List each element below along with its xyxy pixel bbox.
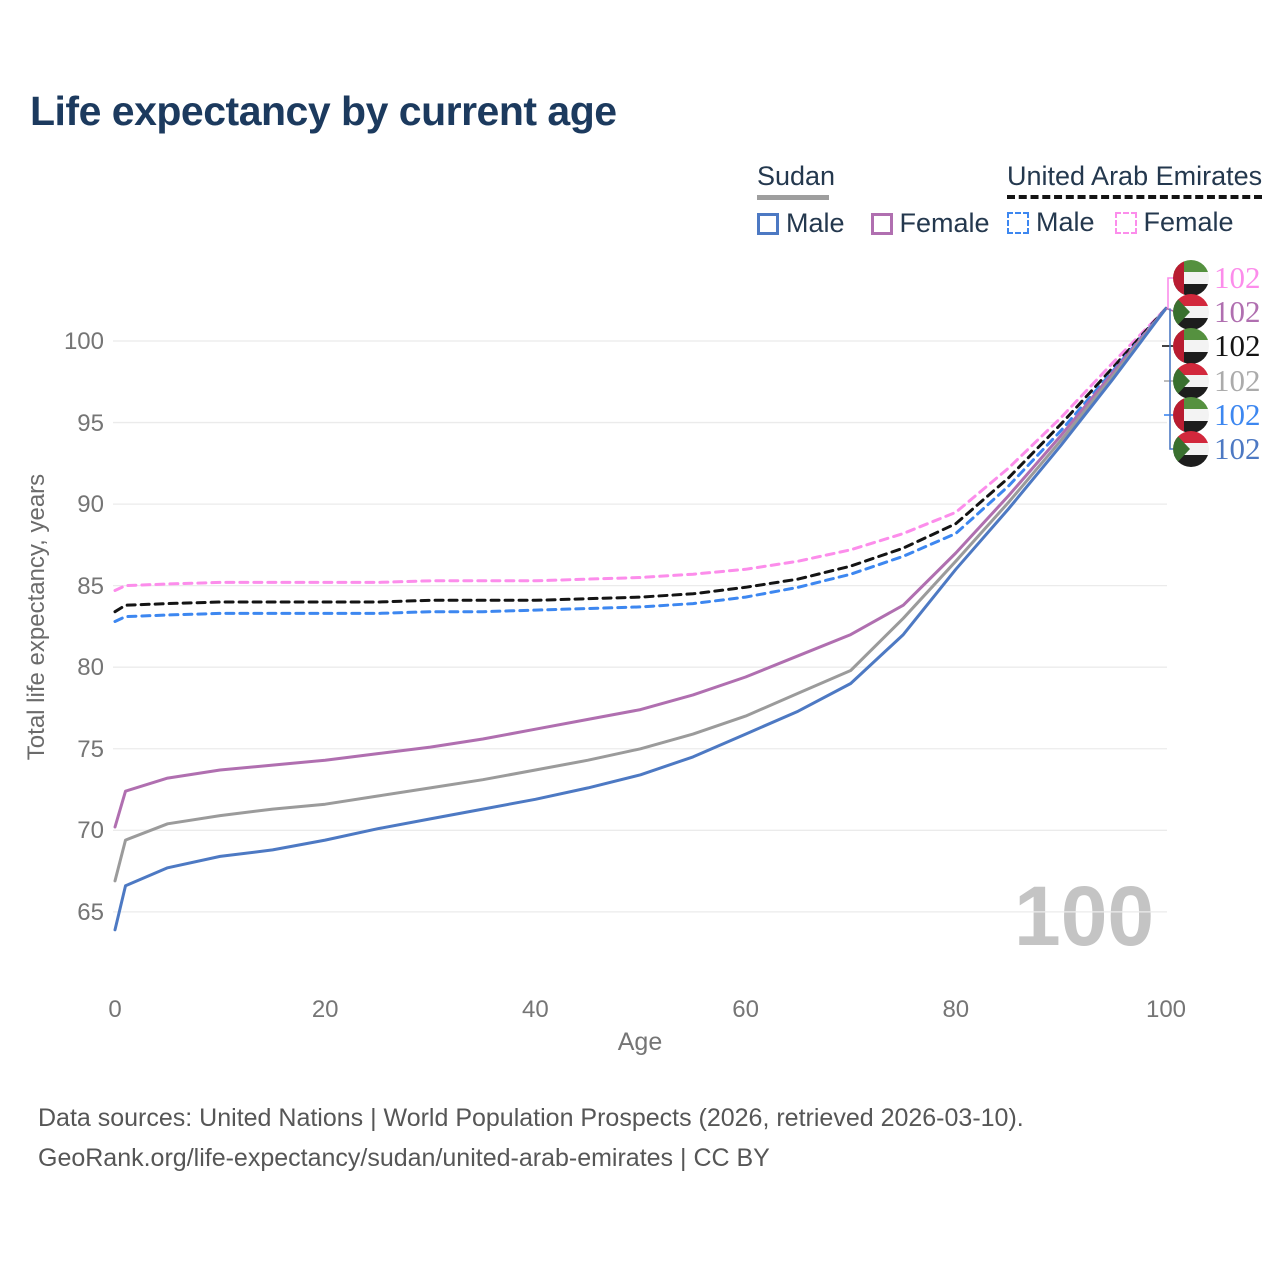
legend-swatch-sudan-female: [870, 212, 893, 235]
legend-label-sudan-male: Male: [786, 208, 845, 238]
end-label-value: 102: [1214, 431, 1261, 466]
uae-flag-icon: [1173, 397, 1209, 433]
legend-item-uae-male[interactable]: Male: [1007, 207, 1095, 238]
series-line-united-arab-emirates-total[interactable]: [113, 306, 1168, 614]
series-line-sudan-female[interactable]: [113, 306, 1168, 829]
chart-title: Life expectancy by current age: [30, 88, 617, 134]
legend-label-uae-female: Female: [1143, 207, 1234, 237]
end-label-value: 102: [1214, 294, 1261, 329]
x-tick-label-0: 0: [108, 996, 122, 1023]
end-label-value: 102: [1214, 260, 1261, 295]
end-label-united-arab-emirates-male: 102: [1173, 397, 1261, 433]
end-label-sudan-female: 102: [1173, 294, 1261, 330]
sudan-flag-icon: [1173, 431, 1209, 467]
y-tick-label-65: 65: [77, 898, 104, 926]
series-line-united-arab-emirates-female[interactable]: [113, 306, 1168, 592]
end-label-sudan-total: 102: [1173, 363, 1261, 399]
end-label-united-arab-emirates-total: 102: [1173, 328, 1261, 364]
y-tick-label-75: 75: [77, 735, 104, 763]
legend-group-sudan-title[interactable]: Sudan: [757, 161, 836, 191]
end-label-value: 102: [1214, 328, 1261, 363]
x-tick-label-60: 60: [732, 996, 759, 1023]
legend-label-sudan-female: Female: [899, 208, 990, 238]
legend-item-uae-female[interactable]: Female: [1114, 207, 1234, 238]
legend-label-uae-male: Male: [1036, 207, 1095, 237]
end-label-sudan-male: 102: [1173, 431, 1261, 467]
legend-swatch-sudan-male: [757, 212, 779, 235]
sudan-flag-icon: [1173, 363, 1209, 399]
legend-group-uae: United Arab Emirates Male Female: [1007, 161, 1263, 238]
chart-canvas: [113, 277, 1177, 932]
end-label-value: 102: [1214, 363, 1261, 398]
data-sources-text: Data sources: United Nations | World Pop…: [38, 1104, 1024, 1132]
y-tick-label-70: 70: [77, 817, 104, 845]
legend-item-sudan-female[interactable]: Female: [870, 208, 990, 239]
x-tick-label-80: 80: [942, 996, 970, 1023]
y-tick-label-85: 85: [77, 572, 104, 600]
current-age-indicator: 100: [1014, 869, 1155, 963]
end-label-united-arab-emirates-female: 102: [1173, 260, 1261, 296]
y-tick-label-80: 80: [77, 654, 104, 682]
legend-underline-sudan-total-line: [757, 195, 829, 200]
legend-underline-uae-total-line: [1007, 195, 1263, 199]
x-tick-label-20: 20: [311, 996, 339, 1023]
legend-group-uae-title[interactable]: United Arab Emirates: [1007, 161, 1263, 191]
series-line-united-arab-emirates-male[interactable]: [113, 306, 1168, 623]
x-axis-title: Age: [617, 1028, 663, 1056]
legend-swatch-uae-male: [1007, 211, 1029, 234]
uae-flag-icon: [1173, 328, 1209, 364]
legend-item-sudan-male[interactable]: Male: [757, 208, 845, 239]
end-label-value: 102: [1214, 397, 1261, 432]
sudan-flag-icon: [1173, 294, 1209, 330]
legend-group-sudan: Sudan Male Female: [757, 161, 990, 239]
x-tick-label-100: 100: [1145, 996, 1187, 1023]
y-tick-label-100: 100: [63, 328, 104, 355]
y-tick-label-95: 95: [77, 409, 104, 437]
series-line-sudan-total[interactable]: [113, 306, 1168, 883]
y-tick-label-90: 90: [77, 491, 104, 519]
x-tick-label-40: 40: [522, 996, 549, 1023]
legend-swatch-uae-female: [1114, 211, 1137, 234]
uae-flag-icon: [1173, 260, 1209, 296]
series-line-sudan-male[interactable]: [113, 306, 1168, 932]
attribution-url-text: GeoRank.org/life-expectancy/sudan/united…: [38, 1144, 770, 1172]
